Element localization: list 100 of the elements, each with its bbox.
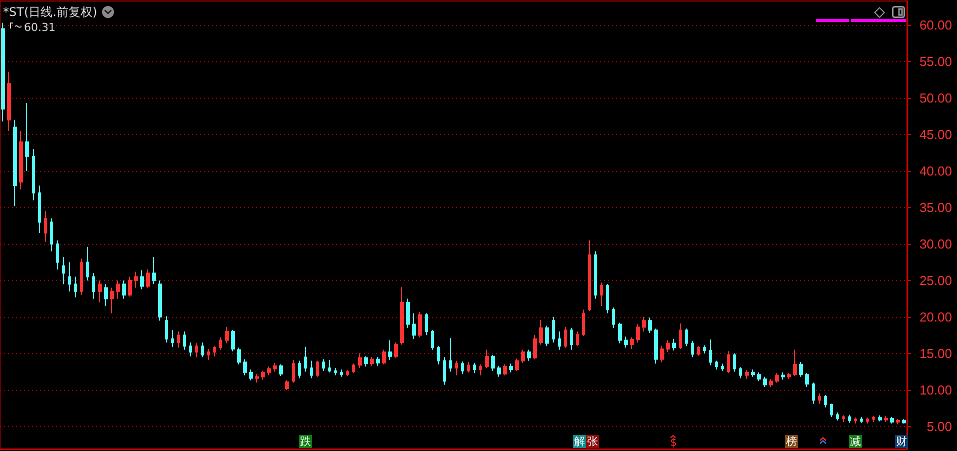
y-tick-label: 10.00 <box>919 382 952 398</box>
candlestick <box>267 366 271 376</box>
candlestick <box>497 365 501 378</box>
candlestick <box>352 363 355 374</box>
candlestick <box>219 336 222 350</box>
candlestick <box>455 360 458 376</box>
y-tick-label: 25.00 <box>919 272 952 288</box>
candlestick <box>201 342 204 358</box>
candlestick <box>878 414 882 422</box>
candlestick <box>594 250 597 300</box>
candlestick <box>183 331 186 350</box>
candlestick <box>618 322 622 344</box>
candlestick <box>237 347 241 365</box>
candlestick <box>177 331 180 348</box>
candlestick <box>80 258 83 296</box>
candlestick <box>425 312 428 336</box>
candlestick <box>19 130 23 190</box>
candlestick <box>358 352 362 369</box>
candlestick <box>98 280 102 303</box>
candlestick <box>824 394 827 408</box>
candlestick <box>249 368 253 381</box>
candlestick <box>491 354 495 372</box>
candlestick <box>697 346 700 356</box>
y-tick-label: 30.00 <box>919 236 952 252</box>
candlestick <box>388 340 392 360</box>
candlestick <box>624 336 628 348</box>
candlestick <box>576 331 579 347</box>
candlestick <box>116 280 120 300</box>
candlestick <box>261 370 265 380</box>
candlestick <box>715 360 718 370</box>
candlestick <box>56 240 59 270</box>
candlestick <box>666 340 670 352</box>
candlestick <box>884 416 888 423</box>
candlestick <box>630 336 634 350</box>
candlestick <box>171 330 174 348</box>
candlestick <box>431 330 434 350</box>
candlestick <box>400 286 404 346</box>
candlestick <box>902 418 906 424</box>
y-tick-label: 40.00 <box>919 164 952 179</box>
candlestick <box>660 346 664 363</box>
candlestick <box>128 276 132 298</box>
candlestick <box>110 287 114 314</box>
candlestick <box>461 360 464 374</box>
candlestick <box>7 71 11 132</box>
candlestick <box>721 363 724 372</box>
annotation: 跌 <box>299 435 312 448</box>
candlestick <box>394 342 398 358</box>
candlestick <box>473 362 476 374</box>
candlestick <box>588 240 591 312</box>
candlestick <box>848 414 851 424</box>
candlestick <box>322 358 325 372</box>
candlestick <box>346 370 349 377</box>
candlestick <box>304 346 307 372</box>
candlestick <box>74 276 77 298</box>
candlestick <box>769 378 773 388</box>
candlestick <box>509 363 513 373</box>
annotation: $ <box>669 436 678 449</box>
candlestick <box>412 312 416 340</box>
candlestick <box>467 362 470 373</box>
candlestick <box>165 316 168 343</box>
y-tick-label: 55.00 <box>919 54 952 70</box>
candlestick <box>485 349 489 369</box>
candlestick <box>292 359 295 384</box>
candlestick <box>92 272 95 300</box>
annotation: 张 <box>586 435 599 448</box>
candlestick <box>757 372 761 382</box>
candlestick <box>1 22 5 122</box>
y-tick-label: 15.00 <box>919 346 952 361</box>
candlestick <box>44 210 47 242</box>
candlestick <box>539 319 543 346</box>
candlestick <box>836 412 839 422</box>
candlestick <box>691 340 694 358</box>
candlestick <box>225 326 229 344</box>
candlestick <box>68 262 71 292</box>
candlestick <box>134 271 138 288</box>
candlestick <box>437 346 440 365</box>
candlestick <box>25 102 29 172</box>
y-tick-label: 20.00 <box>919 309 952 324</box>
candlestick <box>793 349 797 377</box>
candlestick <box>860 416 863 424</box>
candlestick <box>805 372 809 388</box>
candlestick <box>654 328 658 364</box>
candlestick <box>449 338 452 372</box>
candlestick <box>896 418 900 425</box>
candlestick <box>38 185 41 234</box>
candlestick <box>763 376 767 388</box>
candlestick <box>328 359 331 373</box>
candlestick <box>854 417 857 424</box>
candlestick <box>606 284 609 314</box>
candlestick <box>703 344 706 354</box>
candlestick <box>533 334 537 360</box>
candlestick <box>418 311 422 338</box>
candlestick <box>636 324 640 343</box>
candlestick <box>231 330 235 352</box>
candlestick <box>334 368 337 376</box>
candlestick <box>104 284 108 306</box>
candlestick <box>685 328 688 347</box>
candlestick <box>316 360 319 378</box>
y-tick-label: 60.00 <box>919 18 952 33</box>
candlestick <box>189 342 192 357</box>
